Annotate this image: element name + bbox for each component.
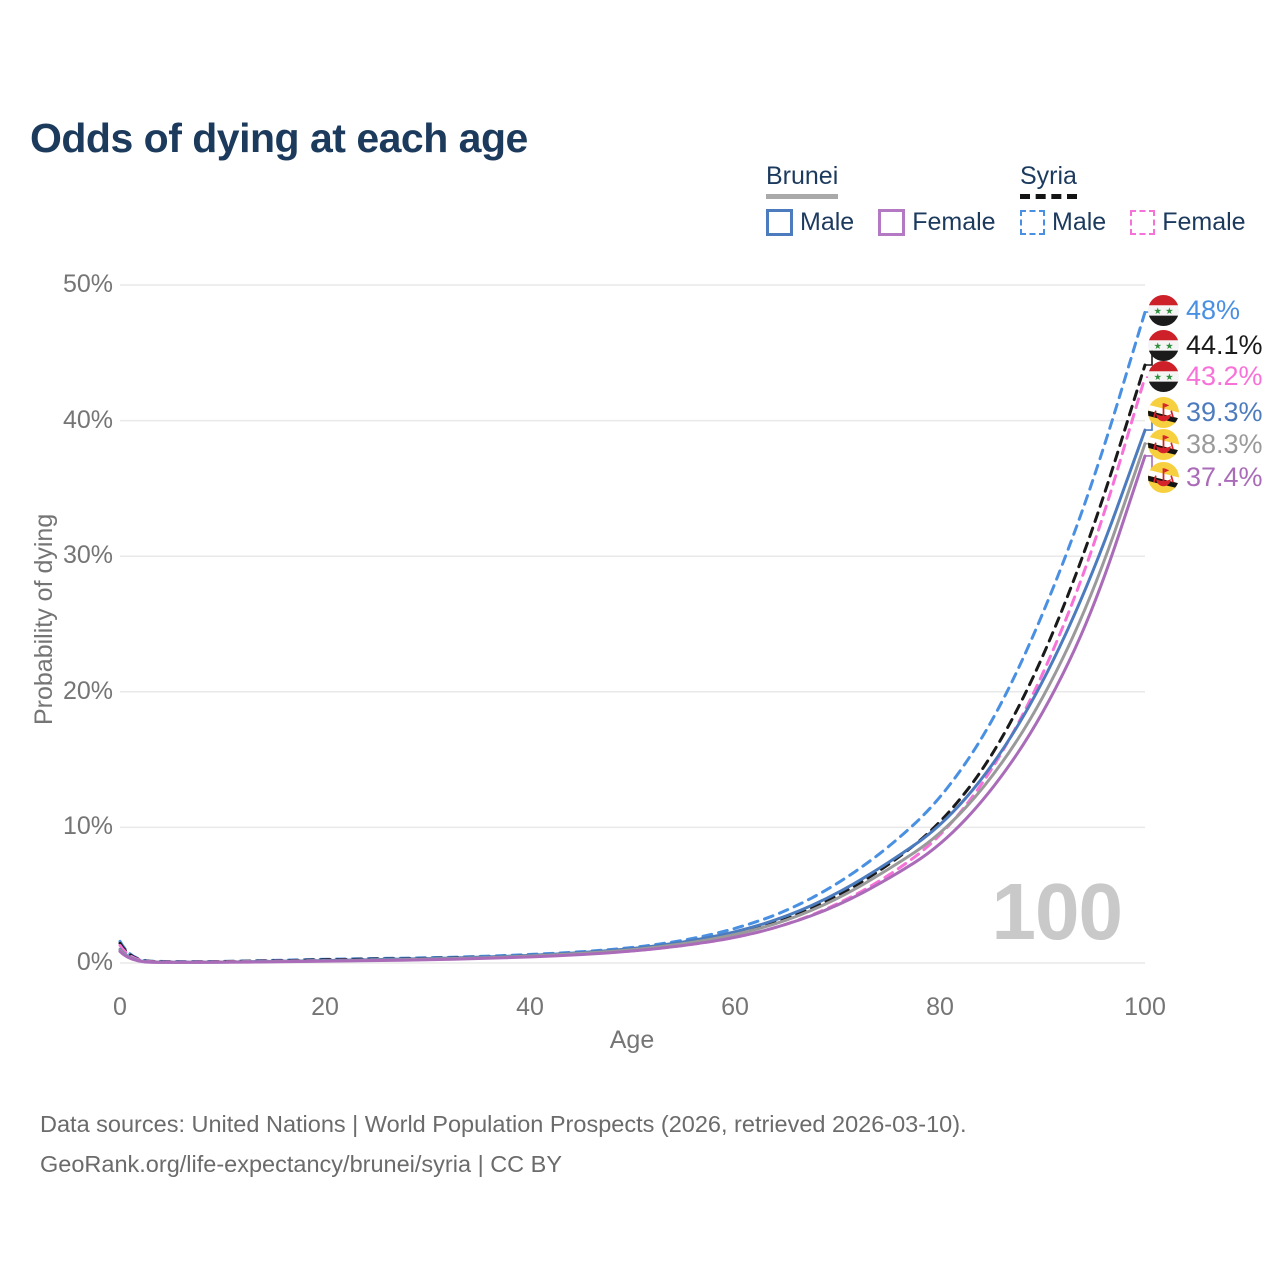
end-label-row: 48% bbox=[1148, 295, 1240, 326]
end-label-row: 38.3% bbox=[1148, 429, 1263, 460]
legend-group-syria: Syria Male Female bbox=[1020, 162, 1246, 237]
legend-item-syria-male[interactable]: Male bbox=[1020, 208, 1106, 237]
end-value-label: 43.2% bbox=[1186, 361, 1263, 391]
series-brunei-female[interactable] bbox=[118, 454, 1147, 964]
y-tick-30: 30% bbox=[62, 541, 113, 569]
footer-line-1: Data sources: United Nations | World Pop… bbox=[40, 1111, 967, 1137]
end-value-label: 39.3% bbox=[1186, 397, 1263, 427]
page-title: Odds of dying at each age bbox=[30, 115, 528, 162]
end-label-row: 43.2% bbox=[1148, 361, 1263, 392]
legend-label-brunei-male: Male bbox=[800, 208, 855, 236]
series-syria-combined[interactable] bbox=[118, 363, 1147, 964]
x-tick-40: 40 bbox=[516, 993, 544, 1021]
legend-item-syria-female[interactable]: Female bbox=[1130, 208, 1246, 237]
series-brunei-combined[interactable] bbox=[118, 442, 1147, 964]
x-tick-80: 80 bbox=[926, 993, 954, 1021]
series-brunei-male[interactable] bbox=[118, 428, 1147, 964]
legend-country-brunei[interactable]: Brunei bbox=[766, 162, 839, 199]
footer-line-2[interactable]: GeoRank.org/life-expectancy/brunei/syria… bbox=[40, 1151, 563, 1177]
brunei-male-swatch bbox=[766, 209, 793, 236]
end-label-row: 39.3% bbox=[1148, 397, 1263, 428]
syria-female-swatch bbox=[1130, 210, 1156, 235]
brunei-flag-icon bbox=[1148, 429, 1179, 460]
syria-male-swatch bbox=[1020, 210, 1045, 235]
x-tick-100: 100 bbox=[1124, 993, 1166, 1021]
legend-item-brunei-female[interactable]: Female bbox=[878, 208, 996, 237]
y-tick-40: 40% bbox=[62, 406, 113, 434]
syria-flag-icon bbox=[1148, 295, 1179, 326]
y-tick-0: 0% bbox=[76, 948, 113, 976]
x-tick-0: 0 bbox=[113, 993, 127, 1021]
legend-country-syria[interactable]: Syria bbox=[1020, 162, 1077, 199]
legend-label-brunei-female: Female bbox=[912, 208, 996, 236]
y-tick-10: 10% bbox=[62, 812, 113, 840]
age-counter-watermark: 100 bbox=[991, 867, 1123, 956]
brunei-flag-icon bbox=[1148, 397, 1179, 428]
end-label-row: 44.1% bbox=[1148, 330, 1263, 361]
series-syria-female[interactable] bbox=[118, 375, 1147, 964]
syria-flag-icon bbox=[1148, 330, 1179, 361]
legend-label-syria-male: Male bbox=[1052, 208, 1107, 236]
syria-flag-icon bbox=[1148, 361, 1179, 392]
legend-label-syria-female: Female bbox=[1162, 208, 1246, 236]
y-tick-50: 50% bbox=[62, 270, 113, 298]
x-tick-60: 60 bbox=[721, 993, 749, 1021]
series-syria-male[interactable] bbox=[118, 310, 1147, 964]
end-label-row: 37.4% bbox=[1148, 462, 1263, 493]
end-value-label: 38.3% bbox=[1186, 429, 1263, 459]
end-value-label: 44.1% bbox=[1186, 330, 1263, 360]
legend-group-brunei: Brunei Male Female bbox=[766, 162, 996, 237]
brunei-female-swatch bbox=[878, 209, 906, 236]
y-tick-20: 20% bbox=[62, 677, 113, 705]
x-tick-20: 20 bbox=[311, 993, 339, 1021]
end-value-label: 37.4% bbox=[1186, 462, 1263, 492]
brunei-flag-icon bbox=[1148, 462, 1179, 493]
end-value-label: 48% bbox=[1186, 295, 1241, 325]
legend-item-brunei-male[interactable]: Male bbox=[766, 208, 854, 237]
x-axis-label: Age bbox=[609, 1026, 655, 1054]
data-source-footer: Data sources: United Nations | World Pop… bbox=[40, 1104, 967, 1184]
